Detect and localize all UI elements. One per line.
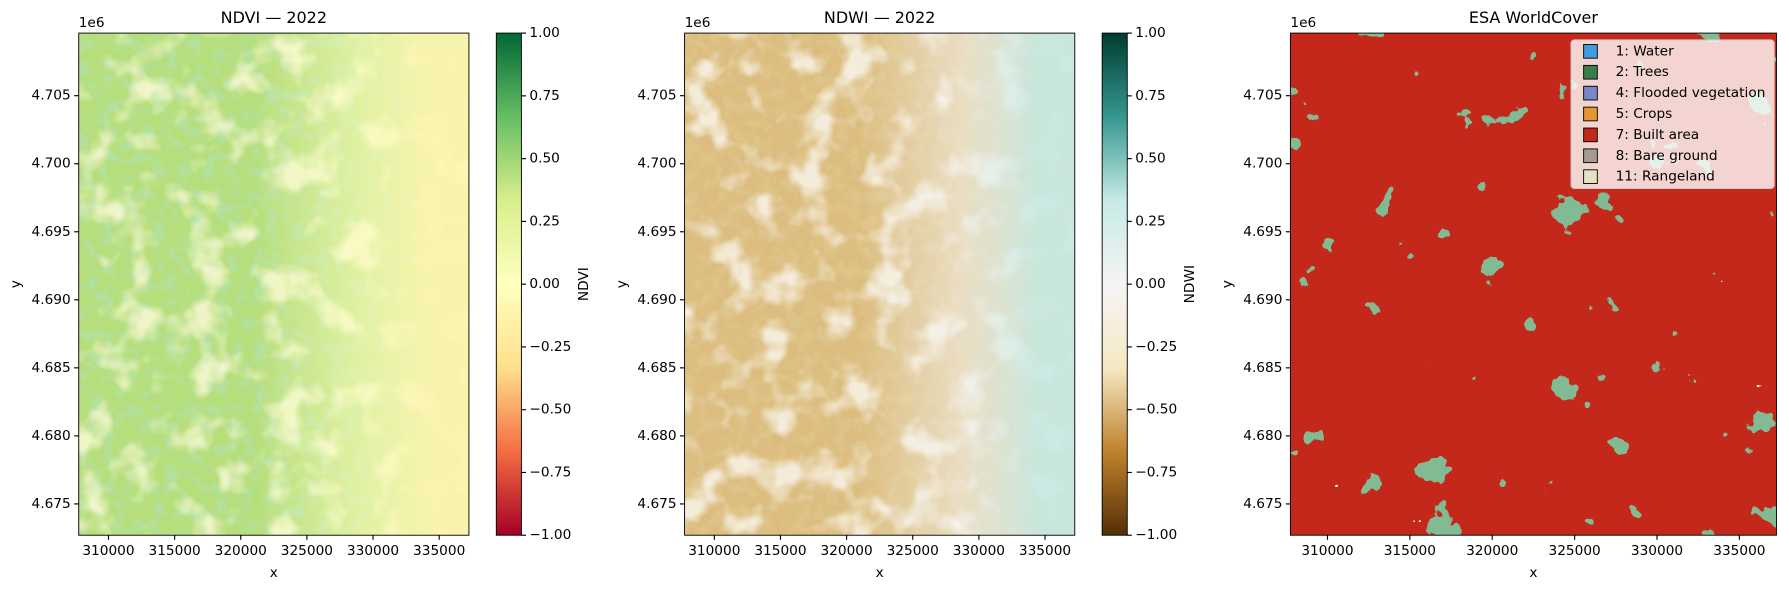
colorbar-tick-label: 1.00 (529, 25, 559, 41)
colorbar-tick-label: 0.75 (1135, 88, 1165, 104)
y-axis-label: y (1220, 280, 1236, 288)
y-tick-label: 4.695 (32, 224, 71, 240)
raster-image (684, 33, 1075, 536)
y-tick-label: 4.690 (1243, 292, 1282, 308)
x-tick-label: 335000 (1713, 543, 1765, 559)
legend-label: 11: Rangeland (1616, 169, 1715, 185)
y-tick-label: 4.705 (637, 88, 676, 104)
x-tick-label: 330000 (953, 543, 1005, 559)
legend-label: 1: Water (1616, 43, 1674, 59)
y-tick-label: 4.700 (637, 156, 676, 172)
y-tick-label: 4.705 (32, 88, 71, 104)
colorbar-tick-label: 0.50 (1135, 151, 1165, 167)
x-tick-label: 325000 (281, 543, 333, 559)
chart-title: NDVI — 2022 (221, 8, 327, 27)
y-axis-label: y (614, 280, 630, 288)
y-tick-label: 4.695 (1243, 224, 1282, 240)
colorbar-label: NDWI (1182, 265, 1198, 303)
colorbar-tick-label: −0.50 (1135, 402, 1177, 418)
colorbar (1101, 32, 1128, 536)
y-offset-label: 1e6 (79, 15, 105, 31)
axes-frame (684, 32, 1076, 536)
y-offset-label: 1e6 (1290, 15, 1316, 31)
y-tick-label: 4.700 (1243, 156, 1282, 172)
y-tick-label: 4.680 (637, 428, 676, 444)
colorbar-tick-label: −0.75 (1135, 464, 1177, 480)
legend-swatch (1583, 127, 1598, 143)
axes-frame (78, 32, 470, 536)
colorbar-label: NDVI (576, 267, 592, 301)
legend-swatch (1583, 106, 1598, 122)
x-tick-label: 315000 (148, 543, 200, 559)
legend-label: 7: Built area (1616, 127, 1700, 143)
colorbar-tick-label: 0.25 (529, 213, 559, 229)
x-tick-label: 310000 (82, 543, 134, 559)
x-tick-label: 315000 (1384, 543, 1436, 559)
colorbar (495, 32, 522, 536)
axes-frame (1289, 32, 1777, 536)
x-axis-label: x (1529, 565, 1537, 581)
y-tick-label: 4.700 (32, 156, 71, 172)
y-tick-label: 4.680 (32, 428, 71, 444)
x-tick-label: 335000 (1019, 543, 1071, 559)
colorbar-tick-label: −0.75 (529, 464, 571, 480)
y-tick-label: 4.685 (637, 360, 676, 376)
raster-image (1290, 33, 1777, 536)
y-tick-label: 4.690 (637, 292, 676, 308)
x-tick-label: 310000 (1301, 543, 1353, 559)
y-tick-label: 4.685 (32, 360, 71, 376)
colorbar-tick-label: −0.25 (529, 339, 571, 355)
legend-swatch (1583, 44, 1598, 59)
colorbar-tick-label: 0.00 (1135, 276, 1165, 292)
y-tick-label: 4.680 (1243, 428, 1282, 444)
legend-label: 4: Flooded vegetation (1616, 85, 1766, 101)
legend-label: 5: Crops (1616, 106, 1673, 122)
legend-swatch (1583, 85, 1598, 101)
colorbar-tick-label: −0.25 (1135, 339, 1177, 355)
x-tick-label: 315000 (754, 543, 806, 559)
colorbar-tick-label: 0.25 (1135, 213, 1165, 229)
colorbar-tick-label: 0.00 (529, 276, 559, 292)
y-tick-label: 4.695 (637, 224, 676, 240)
y-tick-label: 4.685 (1243, 360, 1282, 376)
y-tick-label: 4.675 (32, 496, 71, 512)
legend-swatch (1583, 64, 1598, 80)
x-tick-label: 320000 (1466, 543, 1518, 559)
legend-label: 2: Trees (1616, 64, 1669, 80)
legend-label: 8: Bare ground (1616, 148, 1718, 164)
chart-title: NDWI — 2022 (824, 8, 936, 27)
colorbar-tick-label: 0.50 (529, 151, 559, 167)
raster-image (78, 33, 469, 536)
legend-swatch (1583, 148, 1598, 164)
x-tick-label: 335000 (413, 543, 465, 559)
colorbar-tick-label: 0.75 (529, 88, 559, 104)
colorbar-tick-label: −1.00 (529, 527, 571, 543)
y-tick-label: 4.675 (637, 496, 676, 512)
y-tick-label: 4.690 (32, 292, 71, 308)
x-tick-label: 325000 (887, 543, 939, 559)
chart-title: ESA WorldCover (1469, 8, 1598, 27)
colorbar-tick-label: −0.50 (529, 402, 571, 418)
colorbar-tick-label: −1.00 (1135, 527, 1177, 543)
x-axis-label: x (876, 565, 884, 581)
x-tick-label: 325000 (1548, 543, 1600, 559)
legend-swatch (1583, 169, 1598, 184)
y-tick-label: 4.705 (1243, 88, 1282, 104)
raster-shade (78, 33, 469, 536)
x-axis-label: x (270, 565, 278, 581)
x-tick-label: 310000 (688, 543, 740, 559)
y-offset-label: 1e6 (685, 15, 711, 31)
raster-shade (684, 33, 1075, 536)
colorbar-tick-label: 1.00 (1135, 25, 1165, 41)
x-tick-label: 320000 (820, 543, 872, 559)
x-tick-label: 320000 (215, 543, 267, 559)
x-tick-label: 330000 (1631, 543, 1683, 559)
x-tick-label: 330000 (347, 543, 399, 559)
y-tick-label: 4.675 (1243, 496, 1282, 512)
legend-box (1570, 39, 1775, 189)
y-axis-label: y (8, 280, 24, 288)
